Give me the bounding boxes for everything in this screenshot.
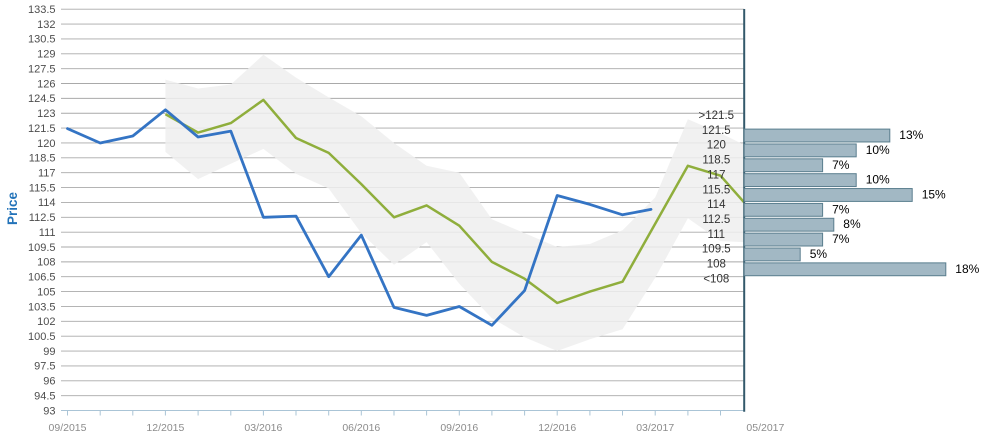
svg-text:115.5: 115.5 <box>29 182 56 194</box>
svg-text:106.5: 106.5 <box>28 272 56 284</box>
svg-text:100.5: 100.5 <box>28 331 56 343</box>
svg-text:109.5: 109.5 <box>28 242 56 254</box>
svg-text:109.5: 109.5 <box>702 244 731 256</box>
svg-text:111: 111 <box>708 229 725 241</box>
svg-text:108: 108 <box>37 257 55 269</box>
svg-text:03/2017: 03/2017 <box>636 422 674 434</box>
svg-text:94.5: 94.5 <box>34 390 55 402</box>
svg-text:93: 93 <box>43 405 55 417</box>
svg-text:03/2016: 03/2016 <box>244 422 282 434</box>
svg-text:09/2015: 09/2015 <box>49 422 87 434</box>
svg-text:112.5: 112.5 <box>29 212 56 224</box>
svg-text:117: 117 <box>707 169 725 181</box>
svg-text:>121.5: >121.5 <box>699 110 735 122</box>
svg-text:99: 99 <box>43 346 55 358</box>
svg-text:10%: 10% <box>866 143 890 157</box>
svg-text:118.5: 118.5 <box>702 155 730 167</box>
svg-text:12/2016: 12/2016 <box>538 422 576 434</box>
svg-text:5%: 5% <box>810 247 828 261</box>
svg-text:129: 129 <box>37 49 55 61</box>
svg-text:7%: 7% <box>832 232 850 246</box>
svg-text:121.5: 121.5 <box>702 125 731 137</box>
svg-text:117: 117 <box>38 168 56 180</box>
svg-text:118.5: 118.5 <box>29 153 56 165</box>
svg-text:102: 102 <box>37 316 55 328</box>
svg-text:105: 105 <box>37 286 55 298</box>
svg-text:124.5: 124.5 <box>28 93 56 105</box>
svg-text:06/2016: 06/2016 <box>342 422 380 434</box>
svg-text:114: 114 <box>38 197 56 209</box>
svg-text:111: 111 <box>39 227 56 239</box>
svg-text:15%: 15% <box>922 188 946 202</box>
svg-text:8%: 8% <box>843 217 861 231</box>
svg-text:09/2016: 09/2016 <box>440 422 478 434</box>
svg-text:115.5: 115.5 <box>702 184 730 196</box>
svg-text:130.5: 130.5 <box>28 34 56 46</box>
svg-text:<108: <108 <box>703 273 729 285</box>
svg-text:123: 123 <box>37 108 55 120</box>
svg-text:18%: 18% <box>955 262 979 276</box>
svg-text:96: 96 <box>43 376 55 388</box>
svg-text:121.5: 121.5 <box>28 123 56 135</box>
svg-text:132: 132 <box>37 19 55 31</box>
svg-text:127.5: 127.5 <box>28 64 56 76</box>
svg-text:97.5: 97.5 <box>34 361 55 373</box>
svg-text:120: 120 <box>707 140 726 152</box>
svg-text:120: 120 <box>37 138 55 150</box>
svg-text:114: 114 <box>707 199 726 211</box>
svg-text:112.5: 112.5 <box>702 214 730 226</box>
svg-text:108: 108 <box>707 259 726 271</box>
svg-text:12/2015: 12/2015 <box>146 422 184 434</box>
svg-text:Price: Price <box>5 191 20 225</box>
svg-text:10%: 10% <box>866 173 890 187</box>
svg-text:103.5: 103.5 <box>28 301 56 313</box>
svg-text:05/2017: 05/2017 <box>746 422 784 434</box>
svg-text:126: 126 <box>37 78 55 90</box>
svg-text:7%: 7% <box>832 158 850 172</box>
svg-text:133.5: 133.5 <box>28 4 56 16</box>
svg-text:7%: 7% <box>832 202 850 216</box>
svg-text:13%: 13% <box>899 128 923 142</box>
